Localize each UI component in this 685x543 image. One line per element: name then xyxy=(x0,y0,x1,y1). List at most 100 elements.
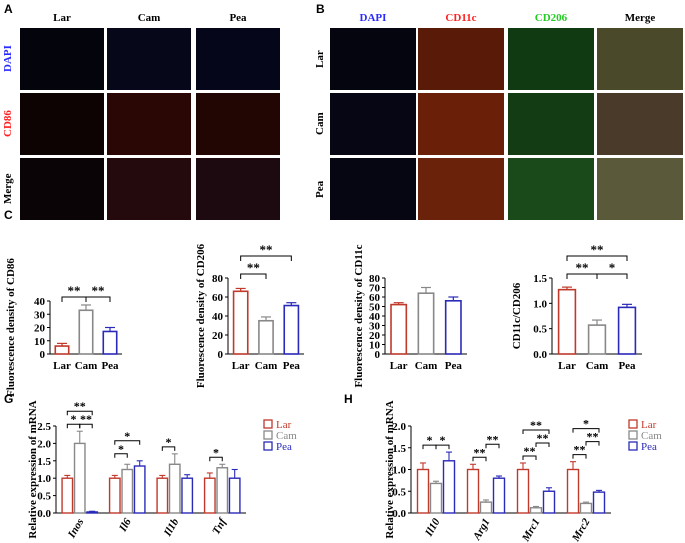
chart-C-sig-bracket xyxy=(85,296,111,302)
chart-H-sig-label: ** xyxy=(587,430,599,444)
chart-G-xtick-il6: Il6 xyxy=(117,516,135,534)
chart-D-ytick-label: 20 xyxy=(212,330,224,342)
panel-b-row-lar: Lar xyxy=(314,50,326,68)
chart-G-sig-bracket xyxy=(66,410,93,416)
chart-H-sig-label: * xyxy=(583,417,589,431)
chart-H-bar-mrc2-pea xyxy=(592,491,606,514)
panel-b-col-cd11c: CD11c xyxy=(445,12,477,24)
chart-C-bar-pea xyxy=(102,330,118,355)
chart-E-ytick-label: 40 xyxy=(369,311,381,323)
chart-H-sig-bracket xyxy=(435,444,450,450)
panel-a-col-cam: Cam xyxy=(137,12,161,24)
chart-G-xtick-tnf: Tnf xyxy=(210,515,229,536)
chart-E-xtick-lar: Lar xyxy=(390,360,408,372)
panel-b-col-dapi: DAPI xyxy=(359,12,387,24)
chart-D-bar-pea xyxy=(283,304,300,355)
chart-G-bar-il6-pea xyxy=(133,465,146,514)
chart-D-sig-bracket xyxy=(240,273,267,279)
chart-H-sig-label: ** xyxy=(574,443,586,457)
chart-H-legend-swatch-pea xyxy=(628,441,638,451)
chart-H-sig-label: ** xyxy=(530,418,542,432)
chart-E-ytick-label: 30 xyxy=(369,321,381,333)
chart-G-legend-label-cam: Cam xyxy=(276,430,297,442)
chart-D-sig-bracket xyxy=(240,255,292,261)
chart-H-sig-bracket xyxy=(522,455,537,460)
chart-H-bar-arg1-pea xyxy=(492,477,506,514)
chart-E-bar-cam xyxy=(417,292,435,355)
chart-G-ytick-label: 1.0 xyxy=(37,473,51,485)
chart-F-ytick-label: 0.5 xyxy=(533,324,547,336)
chart-H-bar-mrc1-pea xyxy=(542,490,556,514)
chart-G-ytick-label: 2.5 xyxy=(37,421,51,433)
chart-H-ytick-label: 1.0 xyxy=(392,465,406,477)
chart-D-bar-cam xyxy=(258,319,274,355)
chart-E-bar-pea xyxy=(444,299,462,355)
chart-F-bar-lar xyxy=(557,288,577,355)
chart-H-sig-bracket xyxy=(572,454,587,459)
panel-b-image-r1-c0 xyxy=(330,93,416,155)
chart-G-ytick-label: 2.0 xyxy=(37,438,51,450)
chart-E-ytick-label: 50 xyxy=(369,302,381,314)
chart-G-sig-bracket xyxy=(161,446,176,451)
chart-H-sig-label: ** xyxy=(524,444,536,458)
chart-H-legend-label-cam: Cam xyxy=(641,430,662,442)
chart-H-sig-bracket xyxy=(572,428,600,433)
chart-H-bar-mrc1-lar xyxy=(516,468,530,514)
chart-F-ytick-label: 1.5 xyxy=(533,273,547,285)
panel-a-image-r0-c2 xyxy=(196,28,280,90)
panel-a-row-cd86: CD86 xyxy=(2,110,14,138)
panel-label-b: B xyxy=(316,2,325,16)
chart-H-ytick-label: 0.5 xyxy=(392,486,406,498)
chart-F-sig-bracket xyxy=(596,273,628,279)
panel-a-image-r1-c1 xyxy=(107,93,191,155)
chart-H-legend-swatch-lar xyxy=(628,419,638,429)
panel-a-image-r1-c0 xyxy=(20,93,104,155)
chart-G-ytick-label: 0.0 xyxy=(37,508,51,520)
chart-E-ytick-label: 10 xyxy=(369,340,381,352)
chart-H-sig-label: ** xyxy=(474,445,486,459)
chart-H-bar-arg1-lar xyxy=(466,468,480,514)
chart-E-ytick-label: 20 xyxy=(369,330,381,342)
chart-G-bar-inos-pea xyxy=(86,511,99,514)
chart-C-ylabel: Fluorescence density of CD86 xyxy=(5,258,17,397)
chart-G-ytick-label: 1.5 xyxy=(37,456,51,468)
panel-b-image-r0-c1 xyxy=(418,28,504,90)
chart-C-sig-label: ** xyxy=(92,283,105,298)
chart-D-ytick-label: 80 xyxy=(212,273,224,285)
chart-F-xtick-cam: Cam xyxy=(586,360,609,372)
chart-H-legend-swatch-cam xyxy=(628,430,638,440)
chart-G-bar-il1b-pea xyxy=(181,477,194,514)
chart-H-sig-bracket xyxy=(535,442,550,447)
chart-F-ytick-label: 0.0 xyxy=(533,349,547,361)
chart-G-bar-tnf-cam xyxy=(216,467,229,514)
panel-a-image-r1-c2 xyxy=(196,93,280,155)
chart-D-xtick-lar: Lar xyxy=(232,360,250,372)
chart-H-xtick-mrc1: Mrc1 xyxy=(519,517,542,543)
chart-G-bar-inos-cam xyxy=(73,442,86,514)
chart-G-sig-label: ** xyxy=(74,399,86,413)
chart-C-ytick-label: 40 xyxy=(34,296,46,308)
chart-H-legend-label-lar: Lar xyxy=(641,419,657,431)
panel-a-image-r2-c2 xyxy=(196,158,280,220)
chart-G-bar-tnf-pea xyxy=(228,477,241,514)
chart-C-ytick-label: 30 xyxy=(34,309,46,321)
panel-b-image-r1-c2 xyxy=(508,93,594,155)
chart-G-sig-bracket xyxy=(114,453,128,458)
chart-H-legend-label-pea: Pea xyxy=(641,441,657,453)
panel-b-col-cd206: CD206 xyxy=(534,12,568,24)
chart-E-ytick-label: 70 xyxy=(369,283,381,295)
chart-H-ytick-label: 2.0 xyxy=(392,421,406,433)
chart-D-xtick-cam: Cam xyxy=(255,360,278,372)
chart-C-bar-lar xyxy=(54,345,70,355)
chart-C-ytick-label: 0 xyxy=(40,349,46,361)
chart-C-sig-label: ** xyxy=(68,283,81,298)
chart-G-ytick-label: 0.5 xyxy=(37,491,51,503)
panel-label-a: A xyxy=(4,2,13,16)
chart-H-sig-label: ** xyxy=(537,431,549,445)
chart-G-sig-bracket xyxy=(114,440,141,445)
chart-F-ytick-label: 1.0 xyxy=(533,298,547,310)
chart-G-bar-il6-cam xyxy=(121,468,134,514)
chart-H-ylabel: Relative expression of mRNA xyxy=(384,400,396,538)
chart-G-legend-label-lar: Lar xyxy=(276,419,292,431)
